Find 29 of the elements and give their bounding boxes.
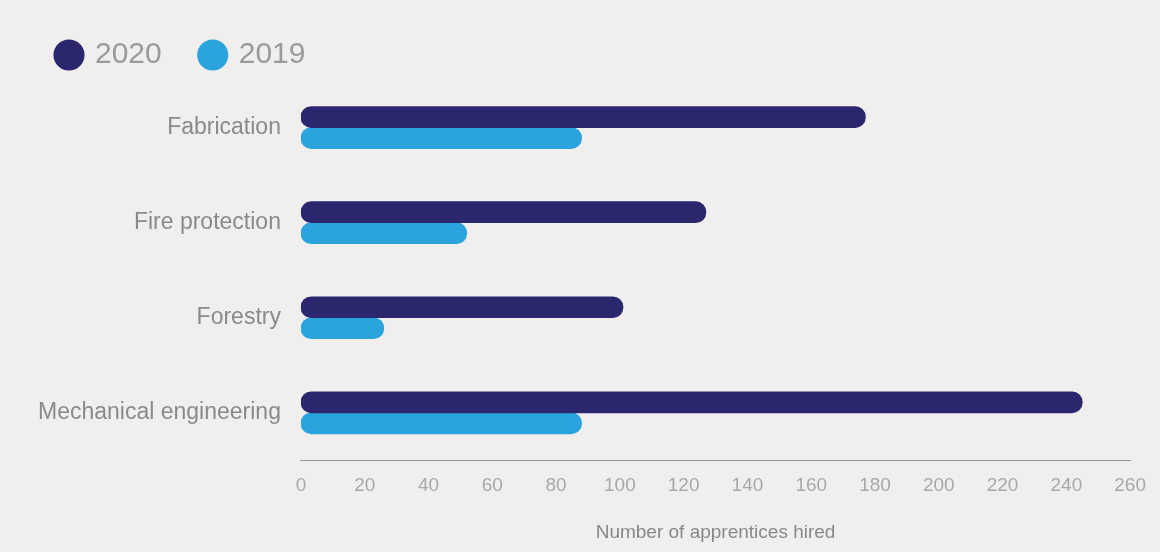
bar bbox=[300, 317, 385, 340]
x-tick-label: 140 bbox=[731, 474, 764, 496]
legend-label: 2020 bbox=[95, 36, 162, 70]
x-tick-label: 220 bbox=[986, 474, 1019, 496]
x-tick-label: 260 bbox=[1114, 474, 1146, 496]
bar bbox=[300, 391, 1083, 414]
legend-label: 2019 bbox=[238, 36, 306, 70]
y-tick-label: Mechanical engineering bbox=[38, 398, 281, 425]
y-tick-label: Fabrication bbox=[167, 112, 281, 139]
bar bbox=[300, 222, 468, 244]
y-tick-label: Forestry bbox=[196, 303, 282, 330]
x-axis-title: Number of apprentices hired bbox=[595, 520, 836, 542]
bar bbox=[300, 412, 582, 435]
bar bbox=[300, 127, 582, 149]
x-tick-label: 60 bbox=[481, 474, 503, 496]
x-tick-label: 200 bbox=[922, 474, 955, 496]
x-tick-label: 20 bbox=[354, 474, 376, 496]
bar bbox=[300, 106, 866, 128]
bar bbox=[300, 296, 624, 319]
x-tick-label: 40 bbox=[417, 474, 440, 496]
x-tick-label: 0 bbox=[295, 474, 307, 496]
x-tick-label: 100 bbox=[604, 474, 636, 496]
x-tick-label: 180 bbox=[859, 474, 891, 496]
y-tick-label: Fire protection bbox=[133, 207, 281, 234]
x-tick-label: 240 bbox=[1050, 474, 1083, 496]
bar bbox=[300, 201, 707, 223]
x-tick-label: 120 bbox=[667, 474, 700, 496]
x-tick-label: 80 bbox=[545, 474, 567, 496]
x-tick-label: 160 bbox=[795, 474, 828, 496]
